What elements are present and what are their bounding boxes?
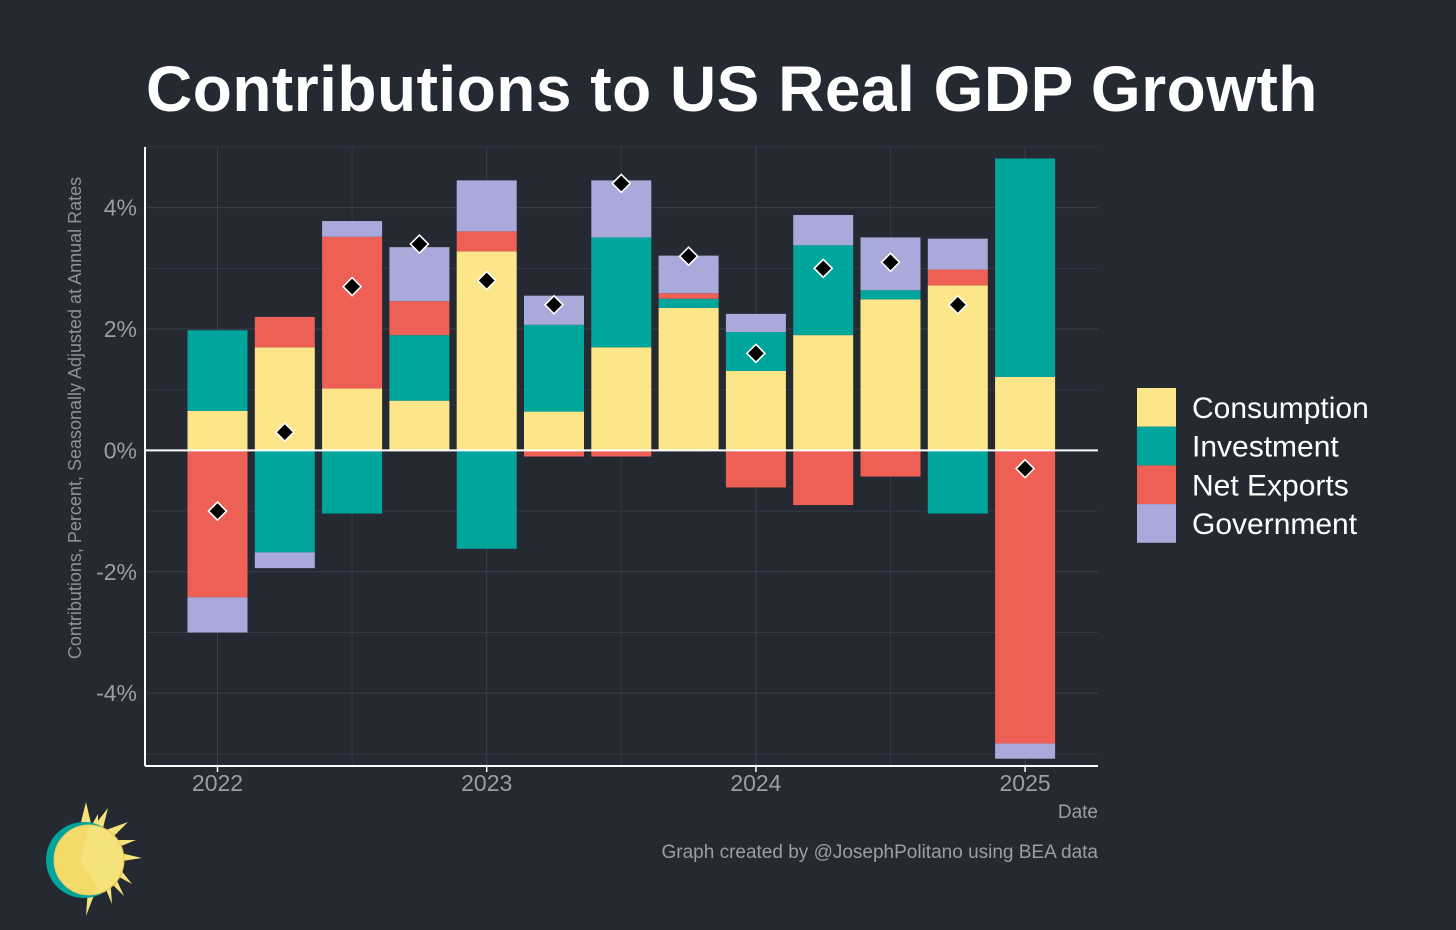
gdp-marker-2024-q1 xyxy=(745,343,767,364)
bar-government-2025-q1 xyxy=(995,743,1056,759)
bar-investment-2023-q2 xyxy=(524,324,584,412)
bar-net-exports-2023-q4 xyxy=(658,293,719,299)
bar-net-exports-2023-q2 xyxy=(524,450,584,457)
y-tick-label: -4% xyxy=(96,680,137,706)
legend-swatch-consumption xyxy=(1137,388,1176,427)
bar-investment-2023-q3 xyxy=(591,237,652,348)
x-tick-labels: 2022 2023 2024 2025 xyxy=(192,766,1051,796)
bar-investment-2023-q1 xyxy=(456,450,517,549)
legend: Consumption Investment Net Exports Governme… xyxy=(1137,388,1369,543)
gdp-marker-2022-q3 xyxy=(341,276,363,297)
gdp-markers xyxy=(207,173,1036,522)
bar-net-exports-2022-q3 xyxy=(322,236,383,389)
bar-government-2023-q1 xyxy=(456,180,517,232)
y-tick-label: 2% xyxy=(104,316,137,342)
bar-government-2024-q2 xyxy=(793,214,854,246)
y-axis-label: Contributions, Percent, Seasonally Adjus… xyxy=(65,177,85,659)
caption: Graph created by @JosephPolitano using B… xyxy=(661,842,1098,863)
legend-swatch-government xyxy=(1137,504,1176,543)
axes xyxy=(144,147,1098,767)
x-axis-label: Date xyxy=(1058,802,1098,823)
bar-government-2024-q1 xyxy=(725,313,786,333)
bar-net-exports-2024-q1 xyxy=(725,450,786,488)
y-tick-label: 4% xyxy=(104,195,137,221)
bar-investment-2022-q4 xyxy=(389,335,450,401)
bar-investment-2024-q3 xyxy=(860,290,921,300)
bar-government-2022-q2 xyxy=(254,552,315,569)
bar-net-exports-2022-q2 xyxy=(254,316,315,348)
legend-swatch-net-exports xyxy=(1137,465,1176,505)
gdp-marker-2022-q4 xyxy=(409,233,430,255)
bar-consumption-2022-q4 xyxy=(389,400,450,451)
gdp-marker-2024-q3 xyxy=(880,252,901,273)
bar-net-exports-2024-q4 xyxy=(927,269,988,286)
y-tick-label: 0% xyxy=(104,437,137,463)
bar-government-2024-q4 xyxy=(927,238,988,270)
bar-net-exports-2022-q4 xyxy=(389,301,450,336)
bar-consumption-2024-q1 xyxy=(725,370,786,451)
bar-consumption-2023-q3 xyxy=(591,347,652,451)
bar-government-2022-q4 xyxy=(389,247,450,302)
y-tick-label: -2% xyxy=(96,559,137,585)
bar-investment-2022-q2 xyxy=(254,450,315,553)
sun-logo-icon xyxy=(46,802,142,916)
gdp-marker-2023-q1 xyxy=(476,270,497,291)
x-tick-label: 2024 xyxy=(730,770,781,796)
legend-label: Investment xyxy=(1192,431,1339,464)
bar-net-exports-2022-q1 xyxy=(187,450,248,598)
x-tick-label: 2025 xyxy=(1000,770,1051,796)
bar-investment-2025-q1 xyxy=(995,158,1056,378)
bar-consumption-2022-q1 xyxy=(187,410,248,451)
bar-net-exports-2025-q1 xyxy=(995,450,1056,744)
legend-label: Net Exports xyxy=(1192,469,1349,502)
legend-label: Consumption xyxy=(1192,392,1369,425)
bar-consumption-2023-q2 xyxy=(524,411,584,451)
y-tick-labels: -4% 2% 0% -2% 4% xyxy=(96,195,137,706)
bar-net-exports-2023-q1 xyxy=(456,231,517,252)
x-tick-label: 2022 xyxy=(192,770,243,796)
bar-investment-2022-q3 xyxy=(322,450,383,514)
gdp-marker-2024-q2 xyxy=(813,258,834,279)
legend-label: Government xyxy=(1192,508,1358,541)
gdp-marker-2024-q4 xyxy=(947,294,968,315)
gdp-marker-2022-q1 xyxy=(207,500,228,522)
x-tick-label: 2023 xyxy=(461,770,512,796)
bar-government-2022-q3 xyxy=(322,221,383,237)
legend-swatch-investment xyxy=(1137,426,1176,466)
gdp-marker-2023-q4 xyxy=(678,246,699,267)
bars xyxy=(187,158,1056,759)
bar-consumption-2024-q3 xyxy=(860,299,921,451)
chart-title: Contributions to US Real GDP Growth xyxy=(146,53,1318,125)
bar-consumption-2023-q4 xyxy=(658,307,719,451)
bar-net-exports-2024-q3 xyxy=(860,450,921,477)
gdp-marker-2025-q1 xyxy=(1014,458,1036,479)
gdp-marker-2023-q3 xyxy=(611,173,632,194)
bar-investment-2023-q4 xyxy=(658,298,719,308)
bar-consumption-2024-q2 xyxy=(793,335,854,451)
bar-government-2022-q1 xyxy=(187,597,248,633)
bar-net-exports-2023-q3 xyxy=(591,450,652,457)
bar-net-exports-2024-q2 xyxy=(793,450,854,506)
gdp-marker-2023-q2 xyxy=(543,294,565,315)
bar-consumption-2025-q1 xyxy=(995,377,1056,451)
bar-investment-2024-q4 xyxy=(927,450,988,514)
bar-consumption-2022-q3 xyxy=(322,388,383,451)
bar-investment-2022-q1 xyxy=(187,330,248,411)
gdp-marker-2022-q2 xyxy=(274,422,295,443)
